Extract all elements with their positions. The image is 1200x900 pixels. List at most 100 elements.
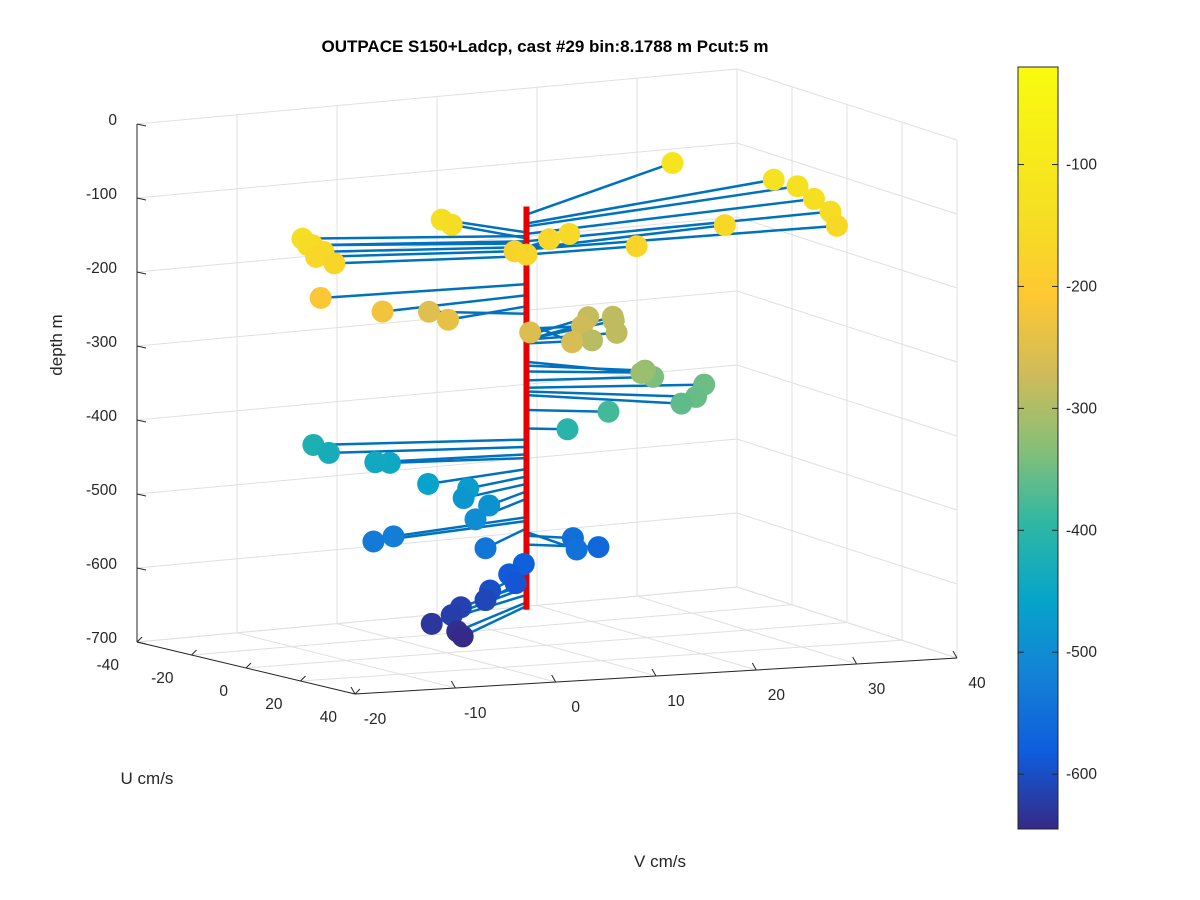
u-tick-mark bbox=[191, 649, 197, 656]
data-point bbox=[464, 508, 487, 531]
velocity-stem bbox=[313, 438, 527, 447]
data-point bbox=[309, 286, 332, 309]
data-point bbox=[474, 589, 497, 612]
v-axis-label: V cm/s bbox=[634, 852, 686, 871]
v-tick-label: 30 bbox=[868, 681, 886, 698]
z-tick-label: -100 bbox=[86, 186, 117, 203]
velocity-stem bbox=[320, 282, 527, 300]
grid-line bbox=[245, 622, 848, 669]
velocity-stem bbox=[526, 364, 646, 372]
velocity-stem bbox=[389, 456, 527, 465]
z-axis-label: depth m bbox=[47, 314, 66, 375]
data-point bbox=[417, 472, 440, 495]
u-tick-mark bbox=[300, 675, 306, 682]
velocity-stem bbox=[526, 161, 673, 216]
velocity-stem bbox=[526, 319, 615, 341]
v-tick-mark bbox=[751, 662, 757, 671]
v-tick-mark bbox=[450, 680, 456, 689]
grid-line bbox=[136, 512, 738, 569]
z-tick-label: -500 bbox=[86, 482, 117, 499]
data-point bbox=[538, 228, 561, 251]
data-point bbox=[597, 400, 620, 423]
velocity-stem bbox=[462, 604, 528, 638]
grid-line bbox=[736, 216, 958, 289]
data-point bbox=[362, 530, 385, 553]
velocity-stem bbox=[526, 244, 637, 256]
data-point bbox=[418, 300, 441, 323]
z-tick-mark bbox=[136, 419, 147, 423]
data-point bbox=[803, 187, 825, 210]
velocity-stem bbox=[526, 224, 838, 251]
data-point bbox=[451, 625, 474, 648]
v-tick-label: 10 bbox=[667, 693, 685, 710]
colorbar-tick-label: -200 bbox=[1066, 278, 1097, 295]
data-point bbox=[317, 441, 340, 464]
z-tick-mark bbox=[136, 271, 147, 275]
z-tick-mark bbox=[136, 641, 147, 645]
z-tick-mark bbox=[136, 567, 147, 571]
velocity-stem bbox=[526, 184, 798, 228]
v-tick-mark bbox=[852, 656, 858, 665]
u-tick-mark bbox=[136, 636, 143, 643]
velocity-stem bbox=[526, 383, 705, 390]
velocity-stem bbox=[526, 370, 645, 374]
data-point bbox=[504, 572, 527, 595]
grid-line bbox=[300, 639, 903, 682]
v-tick-mark bbox=[651, 668, 657, 677]
data-point bbox=[565, 538, 588, 561]
z-tick-label: -600 bbox=[86, 556, 117, 573]
velocity-stem bbox=[526, 390, 697, 399]
grid-line bbox=[736, 364, 958, 437]
z-tick-label: -700 bbox=[86, 630, 117, 647]
data-point bbox=[661, 151, 684, 174]
data-point bbox=[605, 321, 628, 344]
data-point bbox=[452, 487, 475, 510]
data-point bbox=[786, 175, 809, 198]
colorbar-tick-label: -100 bbox=[1066, 157, 1097, 174]
z-tick-label: -200 bbox=[86, 260, 117, 277]
velocity-stem bbox=[302, 234, 527, 240]
colorbar bbox=[1017, 66, 1059, 830]
data-point bbox=[437, 308, 460, 331]
grid-layer bbox=[136, 68, 958, 695]
grid-line bbox=[736, 438, 958, 511]
u-tick-mark bbox=[354, 688, 361, 695]
data-point bbox=[630, 362, 653, 385]
data-point bbox=[420, 612, 443, 635]
grid-line bbox=[191, 604, 793, 656]
z-tick-mark bbox=[136, 123, 147, 127]
u-tick-label: 0 bbox=[219, 683, 228, 700]
z-tick-label: -400 bbox=[86, 408, 117, 425]
data-point bbox=[440, 213, 463, 236]
data-point bbox=[323, 252, 346, 275]
data-point bbox=[474, 537, 497, 560]
velocity-stem bbox=[334, 254, 527, 265]
data-point bbox=[519, 321, 542, 344]
data-layer bbox=[291, 151, 848, 648]
grid-line bbox=[136, 438, 738, 495]
velocity-stem bbox=[526, 178, 774, 225]
u-tick-label: 20 bbox=[265, 696, 283, 713]
velocity-stem bbox=[427, 467, 527, 486]
colorbar-tick-label: -600 bbox=[1066, 766, 1097, 783]
data-point bbox=[305, 245, 328, 268]
velocity-stem bbox=[456, 601, 527, 633]
colorbar-tick-label: -300 bbox=[1066, 400, 1097, 417]
u-axis-label: U cm/s bbox=[121, 769, 174, 788]
data-point bbox=[587, 536, 610, 559]
velocity-stem bbox=[526, 393, 682, 405]
velocity-stem bbox=[526, 223, 726, 250]
tick-labels: 0-100-200-300-400-500-600-700-40-2002040… bbox=[86, 112, 986, 728]
z-tick-mark bbox=[136, 345, 147, 349]
grid-line bbox=[136, 68, 738, 125]
colorbar-ticks: -100 -200 -300 -400 -500 -600 bbox=[1018, 157, 1097, 783]
v-tick-mark bbox=[952, 650, 958, 659]
data-point bbox=[670, 392, 693, 415]
data-point bbox=[561, 331, 584, 354]
v-tick-label: -20 bbox=[364, 711, 387, 728]
u-tick-label: -20 bbox=[151, 670, 174, 687]
z-tick-label: -300 bbox=[86, 334, 117, 351]
chart-title: OUTPACE S150+Ladcp, cast #29 bin:8.1788 … bbox=[321, 37, 768, 56]
v-tick-mark bbox=[350, 686, 356, 695]
